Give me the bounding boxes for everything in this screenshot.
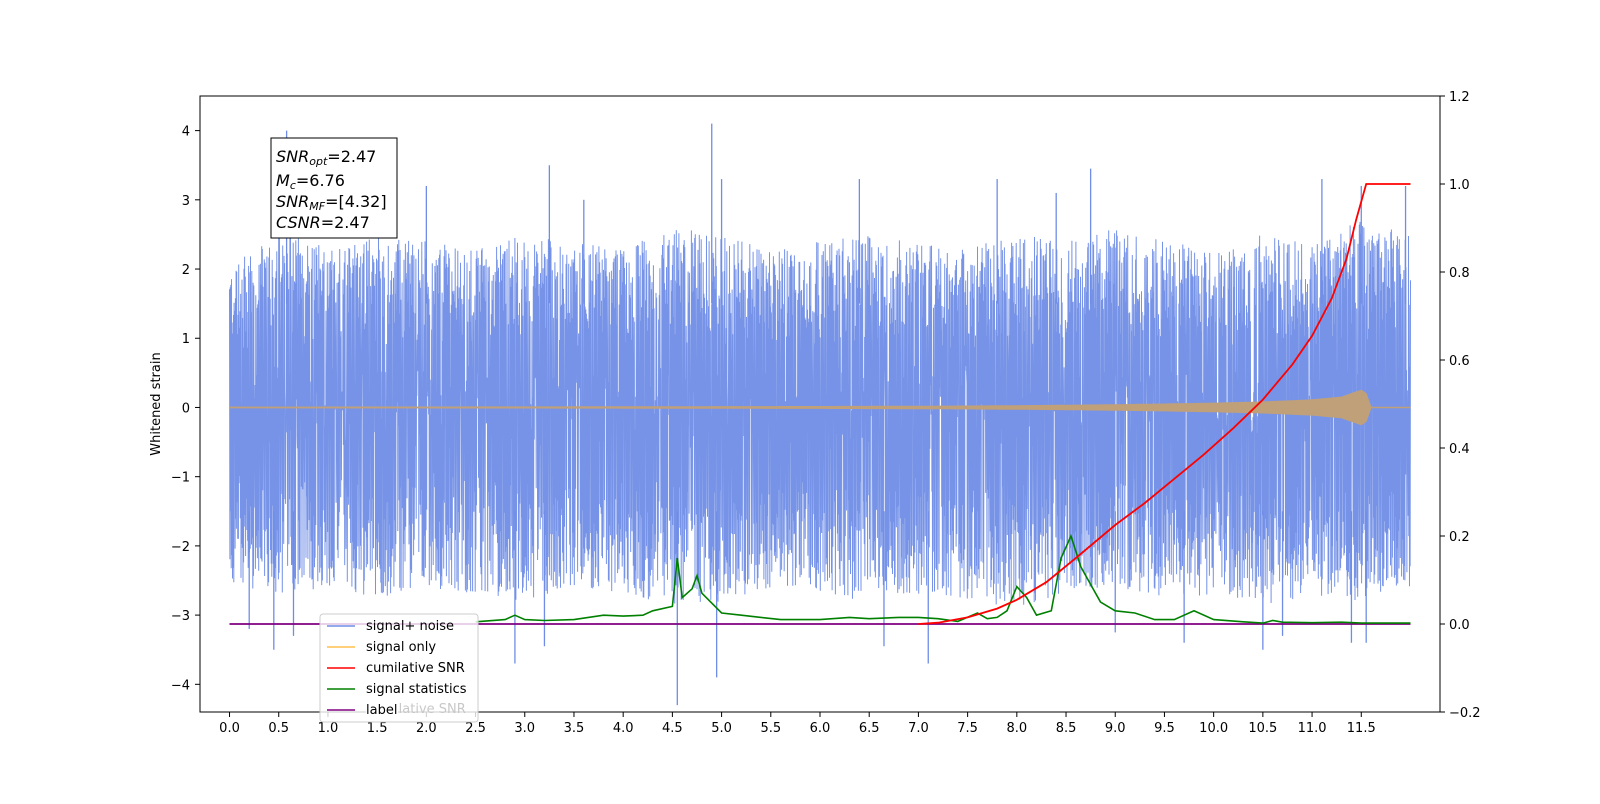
x-tick-label: 11.0 [1298,721,1327,736]
info-mc-value: =6.76 [296,171,345,190]
series-layer [229,123,1411,706]
x-tick-label: 1.5 [367,721,388,736]
y-tick-label: 1 [182,332,190,347]
y2-tick-label: 0.0 [1449,618,1470,633]
x-tick-label: 8.5 [1056,721,1077,736]
info-box: SNRopt=2.47 Mc=6.76 SNRMF=[4.32] CSNR=2.… [270,137,398,239]
y2-tick-label: −0.2 [1449,706,1481,721]
x-tick-label: 9.5 [1154,721,1175,736]
info-mc-main: M [276,171,290,190]
x-tick-label: 4.5 [662,721,683,736]
x-tick-label: 5.5 [760,721,781,736]
x-axis: 0.0 0.5 1.0 1.5 2.0 2.5 3.0 3.5 4.0 4.5 5.0 5.5 6.0 6… [219,712,1376,736]
y-tick-label: −4 [171,678,190,693]
x-tick-label: 1.0 [318,721,339,736]
y2-tick-label: 1.2 [1449,90,1470,105]
x-tick-label: 5.0 [711,721,732,736]
y-tick-label: 0 [182,401,190,416]
info-snr-mf-value: =[4.32] [325,192,387,211]
legend-label-signal-statistics: signal statistics [366,682,467,697]
y-tick-label: 3 [182,194,190,209]
info-mc-sub: c [290,179,296,192]
legend: cumilative SNR signal+ noise signal only… [319,613,479,723]
x-tick-label: 2.5 [465,721,486,736]
x-tick-label: 11.5 [1347,721,1376,736]
x-tick-label: 0.5 [268,721,289,736]
x-tick-label: 3.5 [564,721,585,736]
info-snr-opt-value: =2.47 [327,147,376,166]
info-snr-opt: SNRopt=2.47 [276,147,376,168]
x-tick-label: 2.0 [416,721,437,736]
x-tick-label: 8.0 [1006,721,1027,736]
info-snr-opt-sub: opt [309,155,328,168]
y2-tick-label: 0.8 [1449,266,1470,281]
info-snr-opt-main: SNR [276,147,309,166]
series-signal-noise-line [229,221,1411,605]
x-tick-label: 6.5 [859,721,880,736]
info-csnr-value: =2.47 [321,213,370,232]
info-box-frame [270,137,398,239]
series-cumulative-snr-line [918,183,1411,625]
legend-ghost-mask [366,700,398,717]
info-mc: Mc=6.76 [276,171,345,192]
y2-tick-label: 1.0 [1449,178,1470,193]
info-snr-mf: SNRMF=[4.32] [276,192,387,213]
legend-label-signal-only: signal only [366,640,436,655]
series-signal-statistics-line [475,533,1411,624]
y-axis-right: 1.2 1.0 0.8 0.6 0.4 0.2 0.0 −0.2 [1440,90,1481,721]
legend-label-cumulative-snr: cumilative SNR [366,661,465,676]
x-tick-label: 10.5 [1248,721,1277,736]
y-axis-title: Whitened strain [149,352,164,455]
y2-tick-label: 0.4 [1449,442,1470,457]
x-tick-label: 9.0 [1105,721,1126,736]
info-snr-mf-main: SNR [276,192,309,211]
x-tick-label: 7.5 [957,721,978,736]
y-tick-label: 2 [182,263,190,278]
legend-frame [319,613,479,723]
x-tick-label: 4.0 [613,721,634,736]
y-tick-label: −2 [171,540,190,555]
y2-tick-label: 0.2 [1449,530,1470,545]
legend-label-label: label [366,703,397,718]
x-tick-label: 0.0 [219,721,240,736]
y2-tick-label: 0.6 [1449,354,1470,369]
info-csnr-main: CSNR [276,213,321,232]
y-tick-label: −3 [171,609,190,624]
x-tick-label: 10.0 [1199,721,1228,736]
legend-label-signal-noise: signal+ noise [366,619,454,634]
info-snr-mf-sub: MF [309,200,325,213]
x-tick-label: 7.0 [908,721,929,736]
y-tick-label: −1 [171,471,190,486]
x-tick-label: 6.0 [810,721,831,736]
y-tick-label: 4 [182,125,190,140]
y-axis-left: 4 3 2 1 0 −1 −2 −3 −4 [171,125,200,693]
info-csnr: CSNR=2.47 [276,213,370,232]
x-tick-label: 3.0 [514,721,535,736]
